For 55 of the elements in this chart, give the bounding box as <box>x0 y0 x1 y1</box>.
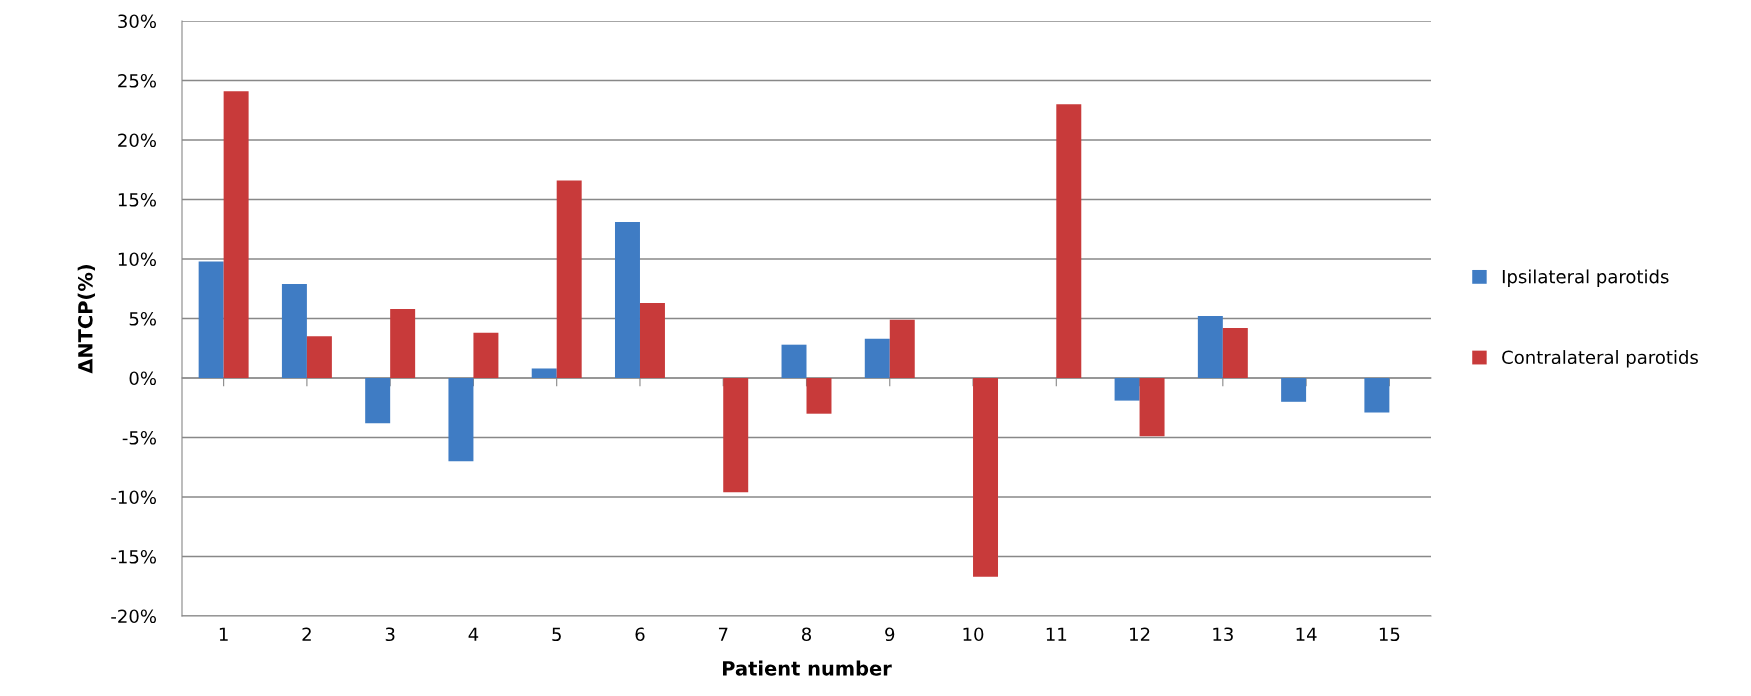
y-tick-label: -15% <box>111 549 156 564</box>
x-tick-label: 12 <box>1130 627 1150 641</box>
x-tick-label: 5 <box>552 627 561 642</box>
bar <box>198 261 224 378</box>
bar <box>806 378 832 414</box>
x-tick-label: 11 <box>1046 627 1067 641</box>
bar <box>1056 104 1082 378</box>
bar <box>889 319 915 378</box>
legend-label: Contralateral parotids <box>1502 350 1698 368</box>
bar <box>781 344 807 378</box>
bar <box>1281 378 1307 402</box>
y-tick-label: 10% <box>118 252 156 267</box>
x-tick-label: 7 <box>718 627 728 641</box>
bar <box>365 378 391 424</box>
y-tick-label: 30% <box>118 14 156 29</box>
y-tick-label: 20% <box>118 133 156 148</box>
bar <box>281 283 307 378</box>
x-tick-label: 4 <box>468 627 479 641</box>
x-tick-label: 6 <box>635 627 645 642</box>
y-axis-title: ΔNTCP(%) <box>77 264 95 374</box>
x-tick-label: 13 <box>1213 627 1233 642</box>
bar <box>1114 378 1140 401</box>
bar <box>306 336 332 378</box>
x-tick-label: 15 <box>1379 627 1400 642</box>
bar <box>1197 316 1223 378</box>
bar <box>1364 378 1390 413</box>
y-tick-label: -20% <box>111 609 156 624</box>
bar <box>973 378 999 577</box>
x-tick-label: 8 <box>801 627 812 642</box>
bar <box>614 222 640 378</box>
x-axis-title: Patient number <box>723 660 892 676</box>
y-tick-label: 15% <box>118 192 156 207</box>
bar <box>223 91 249 378</box>
bar <box>1222 328 1248 378</box>
x-tick-label: 1 <box>219 627 228 641</box>
legend-label: Ipsilateral parotids <box>1502 269 1669 287</box>
bar <box>448 378 474 462</box>
bar <box>723 378 749 493</box>
bar <box>639 303 665 378</box>
x-tick-label: 2 <box>302 627 311 641</box>
x-tick-label: 10 <box>963 627 984 642</box>
bar <box>390 308 416 378</box>
y-tick-label: 5% <box>129 311 156 326</box>
x-tick-label: 9 <box>885 627 895 642</box>
y-tick-label: 0% <box>129 371 156 386</box>
bar <box>473 332 499 378</box>
bar <box>864 338 890 378</box>
x-tick-label: 3 <box>385 627 395 642</box>
bar <box>531 368 557 378</box>
bar <box>1139 378 1165 437</box>
bar <box>556 180 582 378</box>
y-tick-label: -5% <box>122 430 156 445</box>
y-tick-label: -10% <box>111 490 156 505</box>
y-tick-label: 25% <box>118 73 156 88</box>
x-tick-label: 14 <box>1296 627 1317 641</box>
